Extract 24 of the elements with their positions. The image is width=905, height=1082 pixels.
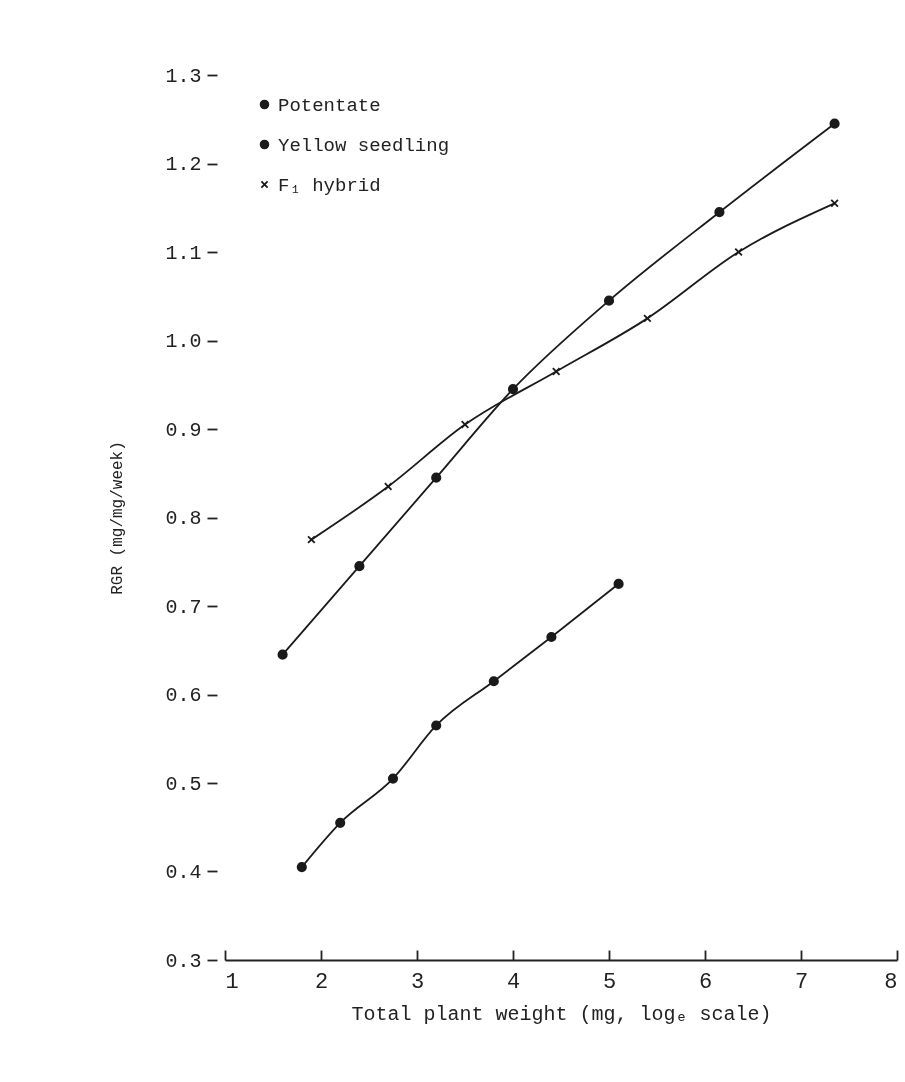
x-tick-label: 8 (884, 969, 898, 995)
x-tick-label: 1 (225, 969, 239, 995)
y-tick-label: 1.0 (165, 330, 202, 353)
y-tick-label: 0.3 (165, 949, 202, 973)
x-tick-label: 2 (314, 969, 329, 995)
y-tick-label: 1.2 (165, 153, 202, 176)
legend-label: Potentate (278, 94, 381, 117)
y-tick-label: 1.3 (165, 64, 202, 88)
y-axis-title: RGR (mg/mg/week) (109, 441, 128, 595)
x-axis-title: Total plant weight (mg, logₑ scale) (351, 1002, 772, 1026)
y-tick-label: 0.7 (165, 595, 202, 619)
x-tick-label: 6 (698, 969, 713, 995)
legend-label: Yellow seedling (278, 134, 450, 157)
y-tick-label: 1.1 (165, 241, 202, 265)
y-tick-label: 0.6 (165, 684, 202, 707)
legend-label: F₁ hybrid (278, 174, 381, 197)
x-tick-label: 3 (410, 969, 425, 995)
y-tick-label: 0.4 (165, 861, 202, 884)
x-tick-label: 5 (602, 969, 617, 995)
y-tick-label: 0.8 (165, 507, 202, 530)
y-tick-label: 0.5 (165, 772, 202, 796)
x-tick-label: 7 (794, 969, 809, 995)
x-tick-label: 4 (506, 969, 521, 995)
y-tick-label: 0.9 (165, 418, 202, 442)
